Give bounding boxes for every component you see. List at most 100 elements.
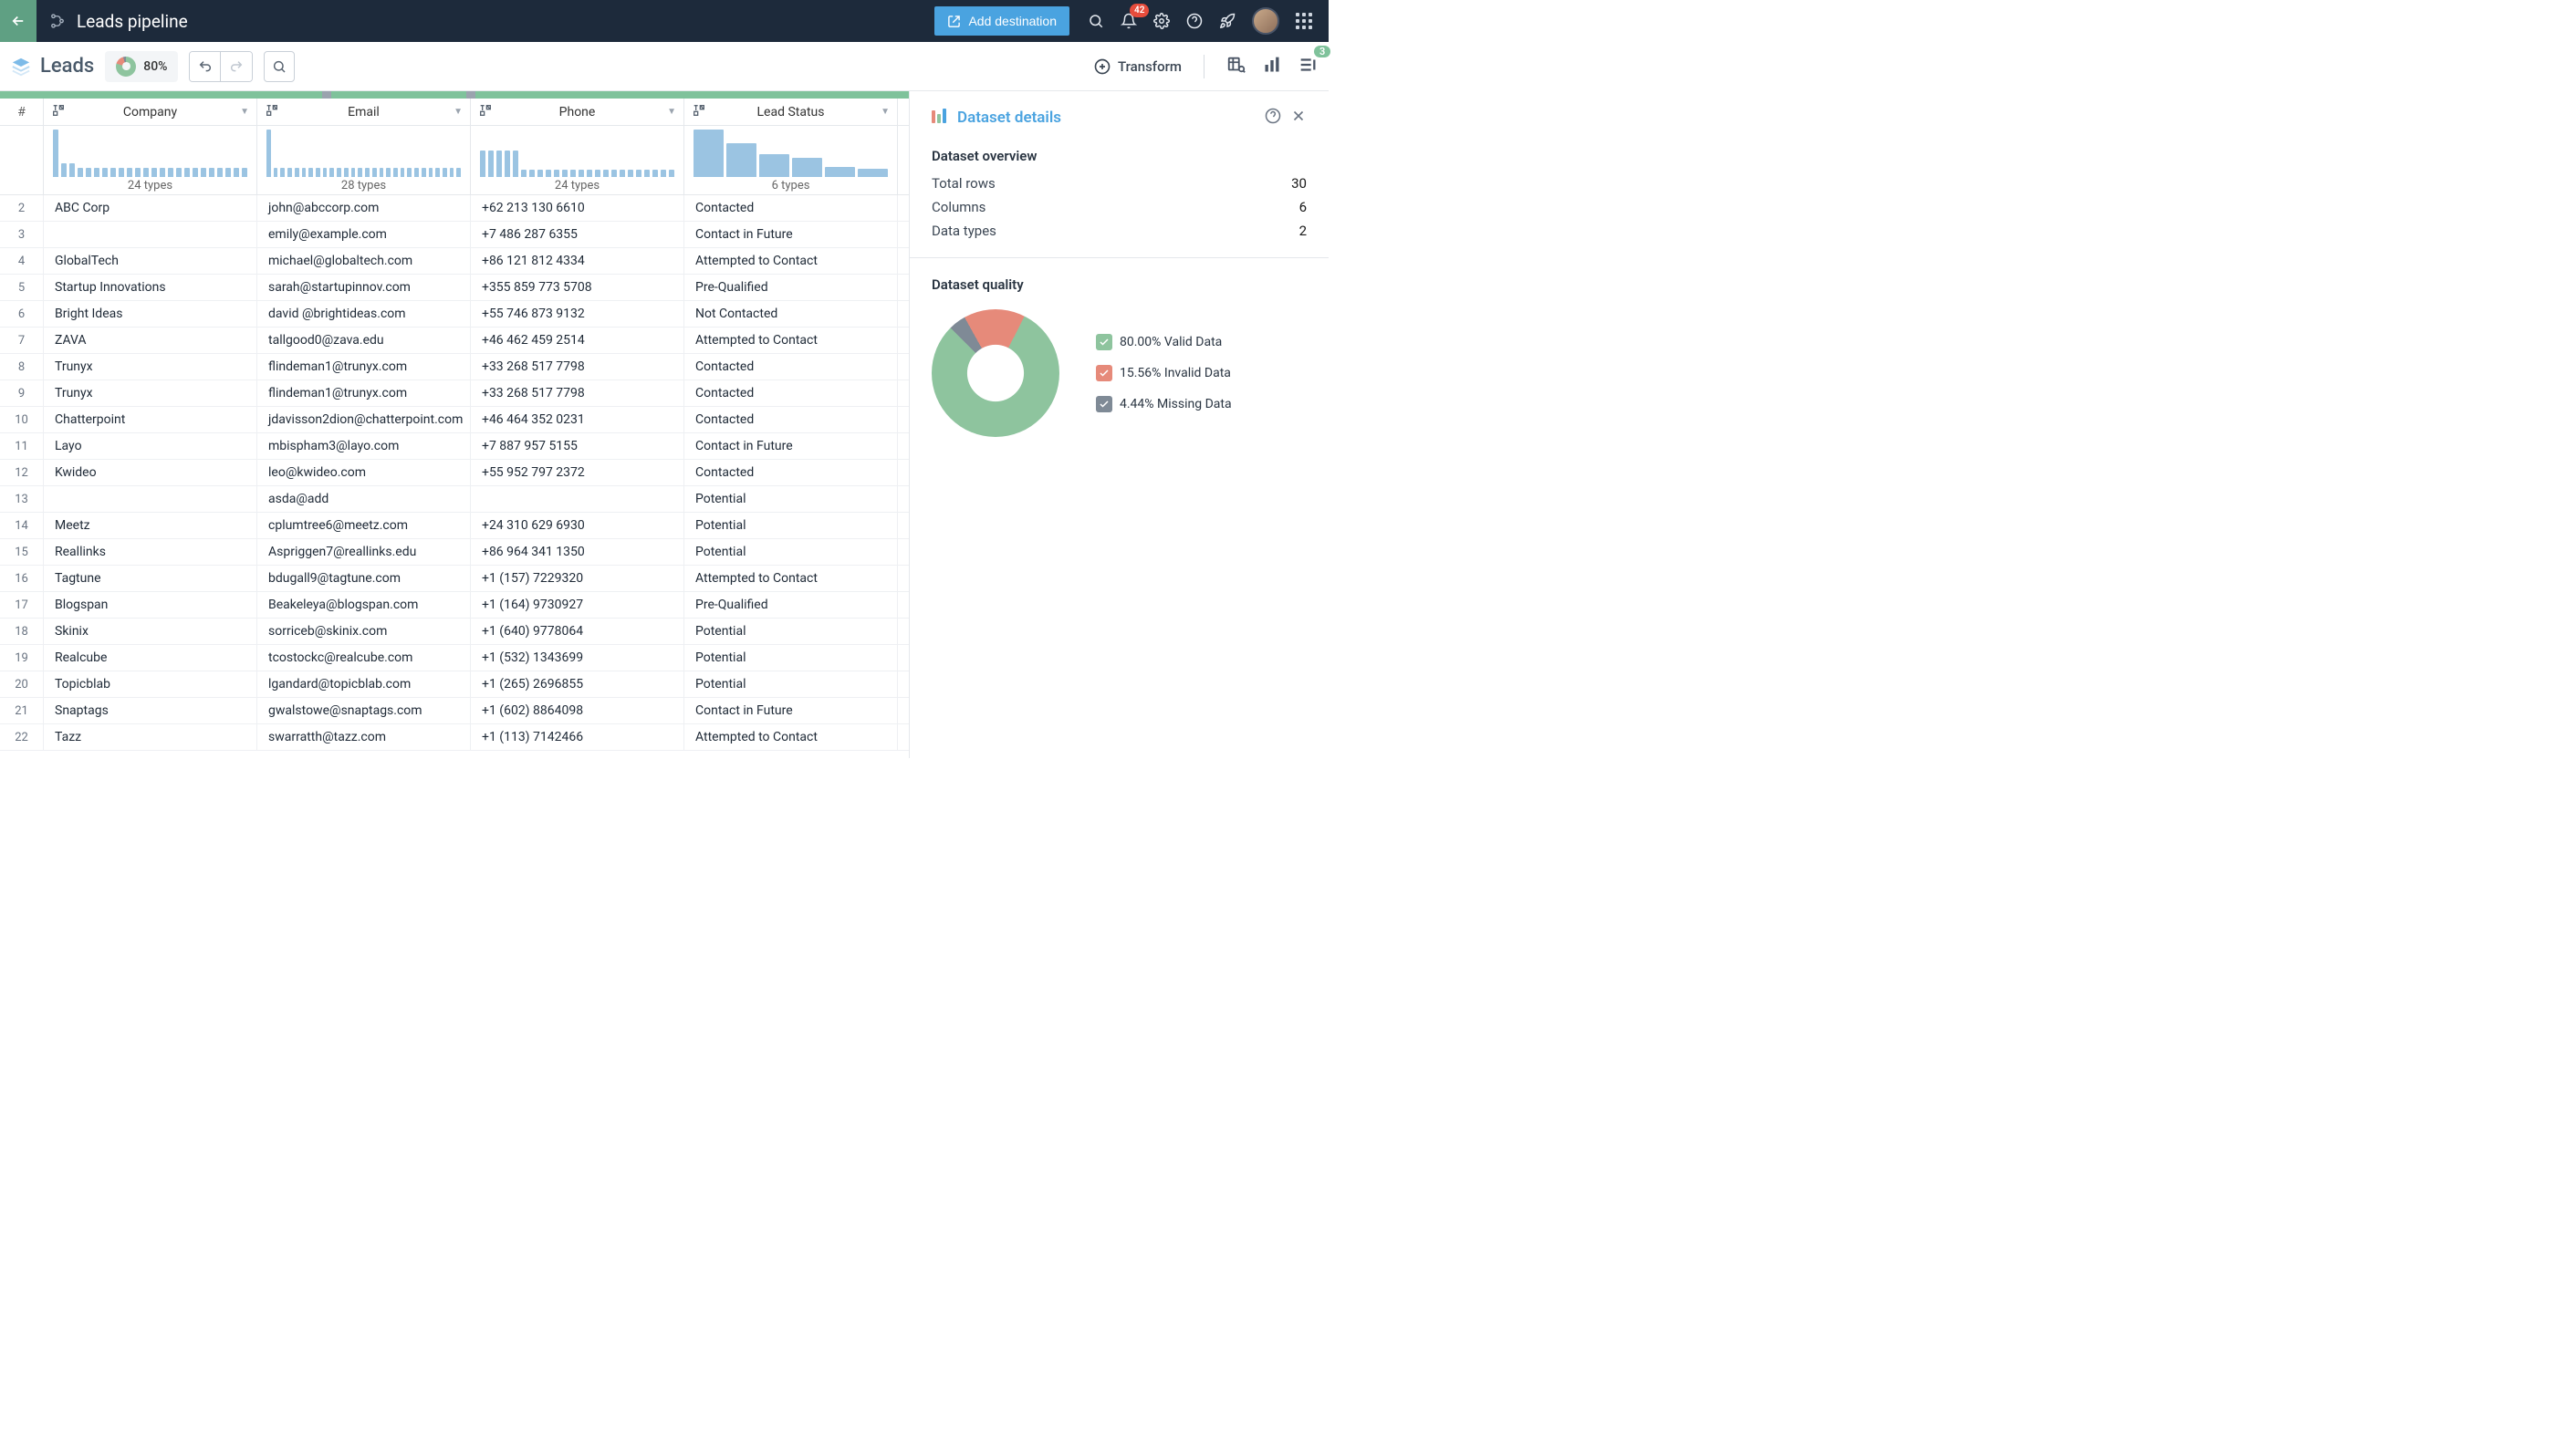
lookup-icon[interactable] (1226, 55, 1246, 78)
cell-company[interactable]: Tazz (44, 724, 257, 750)
cell-phone[interactable]: +1 (532) 1343699 (471, 645, 684, 671)
cell-status[interactable]: Contact in Future (684, 222, 898, 247)
cell-email[interactable]: flindeman1@trunyx.com (257, 354, 471, 380)
cell-status[interactable]: Potential (684, 619, 898, 644)
cell-company[interactable] (44, 222, 257, 247)
avatar[interactable] (1252, 7, 1279, 35)
cell-status[interactable]: Contacted (684, 354, 898, 380)
notifications-icon[interactable]: 42 (1121, 13, 1137, 29)
cell-company[interactable]: Tagtune (44, 566, 257, 591)
cell-status[interactable]: Contacted (684, 380, 898, 406)
cell-status[interactable]: Contact in Future (684, 433, 898, 459)
cell-email[interactable]: tcostockc@realcube.com (257, 645, 471, 671)
chevron-down-icon[interactable]: ▼ (454, 107, 463, 117)
cell-status[interactable]: Not Contacted (684, 301, 898, 327)
cell-phone[interactable]: +1 (113) 7142466 (471, 724, 684, 750)
cell-company[interactable]: Meetz (44, 513, 257, 538)
table-search-button[interactable] (264, 51, 295, 82)
table-row[interactable]: 14 Meetz cplumtree6@meetz.com +24 310 62… (0, 513, 909, 539)
cell-email[interactable]: asda@add (257, 486, 471, 512)
cell-phone[interactable]: +46 464 352 0231 (471, 407, 684, 432)
cell-company[interactable]: Trunyx (44, 354, 257, 380)
cell-phone[interactable]: +62 213 130 6610 (471, 195, 684, 221)
table-row[interactable]: 8 Trunyx flindeman1@trunyx.com +33 268 5… (0, 354, 909, 380)
search-icon[interactable] (1088, 13, 1104, 29)
chevron-down-icon[interactable]: ▼ (881, 107, 890, 117)
help-icon[interactable] (1186, 13, 1203, 29)
table-row[interactable]: 21 Snaptags gwalstowe@snaptags.com +1 (6… (0, 698, 909, 724)
cell-phone[interactable]: +33 268 517 7798 (471, 380, 684, 406)
cell-status[interactable]: Contact in Future (684, 698, 898, 723)
cell-company[interactable]: Layo (44, 433, 257, 459)
back-button[interactable] (0, 0, 36, 42)
cell-company[interactable]: Chatterpoint (44, 407, 257, 432)
cell-company[interactable]: Startup Innovations (44, 275, 257, 300)
cell-company[interactable]: Kwideo (44, 460, 257, 485)
cell-company[interactable]: ABC Corp (44, 195, 257, 221)
quality-chip[interactable]: 80% (105, 51, 178, 82)
cell-phone[interactable]: +7 887 957 5155 (471, 433, 684, 459)
table-row[interactable]: 6 Bright Ideas david @brightideas.com +5… (0, 301, 909, 328)
cell-email[interactable]: sarah@startupinnov.com (257, 275, 471, 300)
cell-phone[interactable]: +86 121 812 4334 (471, 248, 684, 274)
chevron-down-icon[interactable]: ▼ (667, 107, 676, 117)
cell-phone[interactable]: +55 746 873 9132 (471, 301, 684, 327)
table-row[interactable]: 12 Kwideo leo@kwideo.com +55 952 797 237… (0, 460, 909, 486)
cell-email[interactable]: gwalstowe@snaptags.com (257, 698, 471, 723)
table-row[interactable]: 3 emily@example.com +7 486 287 6355 Cont… (0, 222, 909, 248)
cell-email[interactable]: swarratth@tazz.com (257, 724, 471, 750)
cell-phone[interactable]: +1 (157) 7229320 (471, 566, 684, 591)
add-destination-button[interactable]: Add destination (934, 6, 1069, 36)
cell-company[interactable]: Blogspan (44, 592, 257, 618)
table-row[interactable]: 19 Realcube tcostockc@realcube.com +1 (5… (0, 645, 909, 671)
cell-status[interactable]: Pre-Qualified (684, 275, 898, 300)
rocket-icon[interactable] (1219, 13, 1236, 29)
table-row[interactable]: 11 Layo mbispham3@layo.com +7 887 957 51… (0, 433, 909, 460)
cell-email[interactable]: tallgood0@zava.edu (257, 328, 471, 353)
cell-status[interactable]: Attempted to Contact (684, 566, 898, 591)
cell-company[interactable]: Topicblab (44, 671, 257, 697)
table-row[interactable]: 10 Chatterpoint jdavisson2dion@chatterpo… (0, 407, 909, 433)
cell-email[interactable]: Beakeleya@blogspan.com (257, 592, 471, 618)
cell-company[interactable] (44, 486, 257, 512)
cell-email[interactable]: michael@globaltech.com (257, 248, 471, 274)
cell-company[interactable]: GlobalTech (44, 248, 257, 274)
column-header[interactable]: Phone▼ (471, 99, 684, 125)
table-row[interactable]: 13 asda@add Potential (0, 486, 909, 513)
mini-histogram[interactable]: 24 types (471, 126, 684, 194)
cell-status[interactable]: Potential (684, 645, 898, 671)
cell-email[interactable]: Aspriggen7@reallinks.edu (257, 539, 471, 565)
panel-help-icon[interactable] (1265, 108, 1281, 128)
cell-status[interactable]: Contacted (684, 407, 898, 432)
cell-company[interactable]: Trunyx (44, 380, 257, 406)
cell-email[interactable]: sorriceb@skinix.com (257, 619, 471, 644)
cell-status[interactable]: Attempted to Contact (684, 328, 898, 353)
cell-email[interactable]: leo@kwideo.com (257, 460, 471, 485)
table-row[interactable]: 20 Topicblab lgandard@topicblab.com +1 (… (0, 671, 909, 698)
cell-status[interactable]: Contacted (684, 195, 898, 221)
transform-button[interactable]: Transform (1094, 58, 1182, 75)
cell-email[interactable]: mbispham3@layo.com (257, 433, 471, 459)
chart-icon[interactable] (1263, 56, 1281, 78)
undo-button[interactable] (190, 52, 221, 81)
table-row[interactable]: 5 Startup Innovations sarah@startupinnov… (0, 275, 909, 301)
cell-phone[interactable]: +1 (602) 8864098 (471, 698, 684, 723)
cell-email[interactable]: emily@example.com (257, 222, 471, 247)
mini-histogram[interactable]: 6 types (684, 126, 898, 194)
cell-company[interactable]: Realcube (44, 645, 257, 671)
table-row[interactable]: 16 Tagtune bdugall9@tagtune.com +1 (157)… (0, 566, 909, 592)
cell-email[interactable]: jdavisson2dion@chatterpoint.com (257, 407, 471, 432)
column-header[interactable]: Company▼ (44, 99, 257, 125)
cell-email[interactable]: flindeman1@trunyx.com (257, 380, 471, 406)
cell-phone[interactable] (471, 486, 684, 512)
cell-email[interactable]: cplumtree6@meetz.com (257, 513, 471, 538)
close-icon[interactable] (1290, 108, 1307, 128)
cell-phone[interactable]: +355 859 773 5708 (471, 275, 684, 300)
cell-phone[interactable]: +33 268 517 7798 (471, 354, 684, 380)
cell-email[interactable]: john@abccorp.com (257, 195, 471, 221)
cell-status[interactable]: Pre-Qualified (684, 592, 898, 618)
cell-status[interactable]: Contacted (684, 460, 898, 485)
table-row[interactable]: 2 ABC Corp john@abccorp.com +62 213 130 … (0, 195, 909, 222)
table-row[interactable]: 4 GlobalTech michael@globaltech.com +86 … (0, 248, 909, 275)
column-header[interactable]: Email▼ (257, 99, 471, 125)
